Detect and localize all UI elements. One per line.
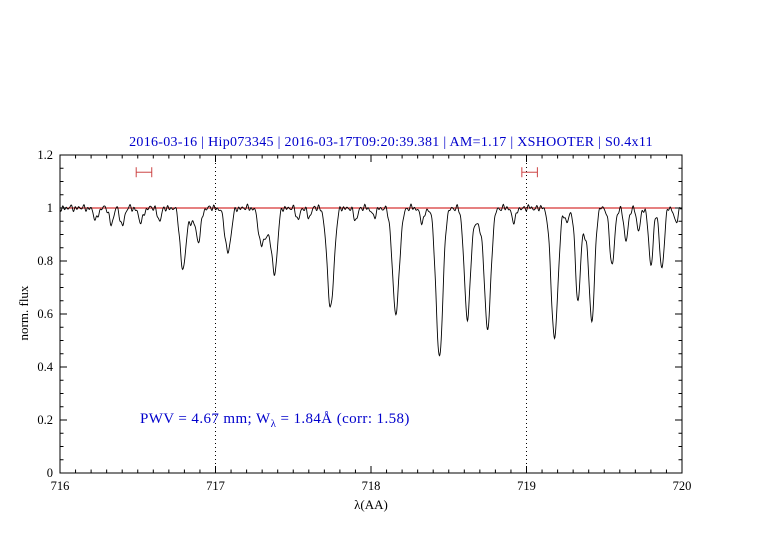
pwv-annotation-suffix: = 1.84Å (corr: 1.58) (276, 411, 410, 427)
y-tick-label: 0.4 (37, 360, 53, 374)
x-axis-label: λ(AA) (354, 497, 388, 512)
y-tick-label: 1 (47, 201, 53, 215)
x-tick-label: 719 (517, 479, 536, 493)
y-tick-label: 0.8 (37, 254, 53, 268)
y-axis-label: norm. flux (16, 285, 31, 341)
x-tick-label: 716 (51, 479, 70, 493)
pwv-annotation: PWV = 4.67 mm; Wλ = 1.84Å (corr: 1.58) (140, 411, 410, 430)
x-tick-label: 720 (673, 479, 692, 493)
y-tick-label: 0 (47, 466, 53, 480)
x-tick-label: 717 (206, 479, 225, 493)
y-tick-label: 0.2 (37, 413, 53, 427)
y-tick-label: 1.2 (37, 148, 53, 162)
y-tick-label: 0.6 (37, 307, 53, 321)
pwv-annotation-prefix: PWV = 4.67 mm; W (140, 411, 271, 427)
plot-title: 2016-03-16 | Hip073345 | 2016-03-17T09:2… (129, 135, 653, 150)
x-tick-label: 718 (362, 479, 381, 493)
spectrum-line (59, 203, 683, 357)
lambda-subscript: λ (270, 418, 277, 430)
